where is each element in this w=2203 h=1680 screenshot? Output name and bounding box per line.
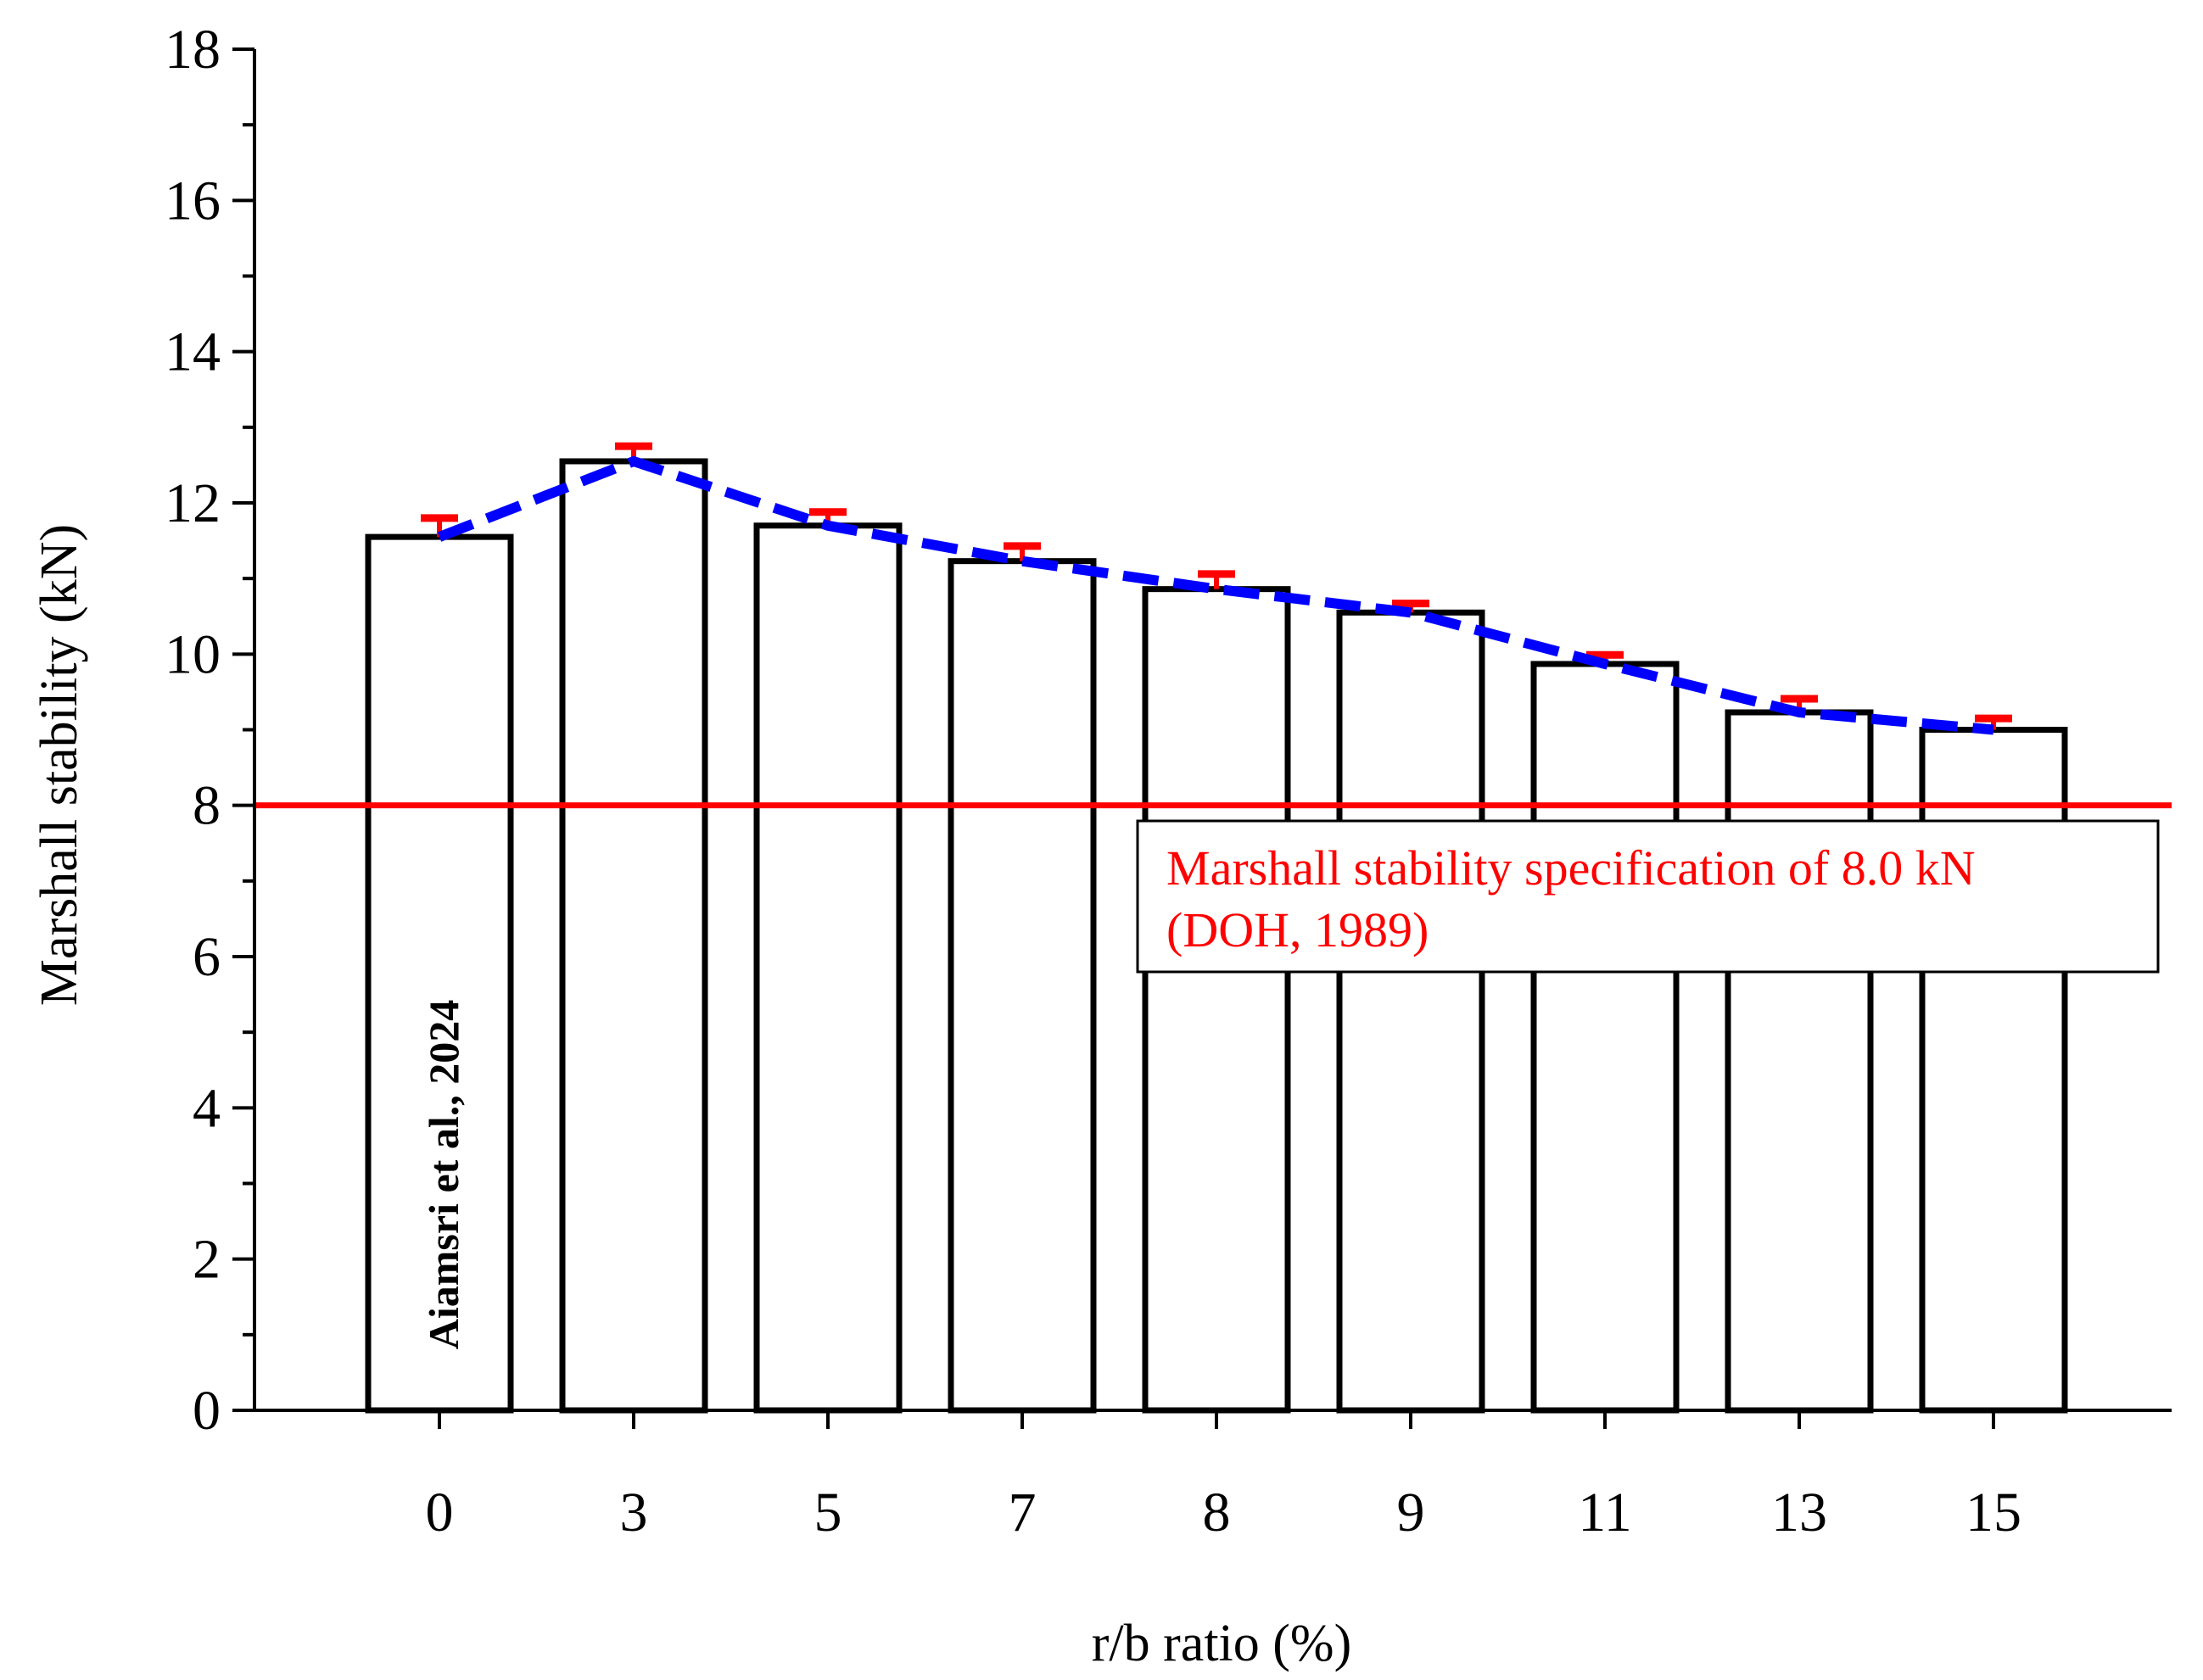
- x-tick-label-11: 11: [1578, 1482, 1632, 1543]
- trend-line-group: [437, 455, 1994, 735]
- y-tick-label: 2: [193, 1229, 221, 1291]
- error-bars-group: [421, 442, 2012, 730]
- reference-label-frame: [1136, 819, 2160, 974]
- y-tick-label: 4: [193, 1077, 221, 1139]
- x-tick-label-13: 13: [1771, 1482, 1827, 1543]
- y-tick-label: 12: [165, 472, 221, 534]
- x-axis-title: r/b ratio (%): [1092, 1615, 1351, 1672]
- x-tick-label-0: 0: [426, 1482, 454, 1543]
- x-tick-label-8: 8: [1203, 1482, 1231, 1543]
- x-tick-labels: 0 3 5 7 8 9 11 13 15: [426, 1482, 2022, 1543]
- bar-7: [948, 558, 1097, 1414]
- bar-9: [1336, 609, 1485, 1414]
- y-tick-label: 10: [165, 623, 221, 685]
- axes-group: [232, 47, 2172, 1429]
- y-tick-label: 0: [193, 1380, 221, 1442]
- watermark-citation: Aiamsri et al., 2024: [420, 1000, 467, 1349]
- y-tick-label: 14: [165, 321, 221, 383]
- y-tick-label: 18: [165, 19, 221, 81]
- y-tick-label: 6: [193, 926, 221, 988]
- bar-13: [1725, 709, 1874, 1414]
- bar-8: [1142, 586, 1291, 1414]
- reference-label-box: Marshall stability specification of 8.0 …: [1136, 819, 2160, 974]
- y-tick-label: 16: [165, 170, 221, 232]
- bar-3: [559, 458, 708, 1414]
- y-tick-labels: 0 2 4 6 8 10 12 14 16 18: [165, 19, 221, 1442]
- x-tick-label-5: 5: [814, 1482, 842, 1543]
- trend-line: [437, 455, 1994, 735]
- y-tick-label: 8: [193, 775, 221, 837]
- x-tick-label-3: 3: [620, 1482, 648, 1543]
- x-tick-label-15: 15: [1965, 1482, 2021, 1543]
- reference-label-line2: (DOH, 1989): [1166, 902, 1429, 957]
- reference-label-line1: Marshall stability specification of 8.0 …: [1166, 840, 1976, 896]
- bar-5: [753, 522, 903, 1414]
- x-tick-label-7: 7: [1009, 1482, 1037, 1543]
- bar-0: [365, 533, 514, 1414]
- x-tick-label-9: 9: [1397, 1482, 1425, 1543]
- y-axis-title: Marshall stability (kN): [31, 524, 88, 1006]
- bar-11: [1530, 661, 1680, 1414]
